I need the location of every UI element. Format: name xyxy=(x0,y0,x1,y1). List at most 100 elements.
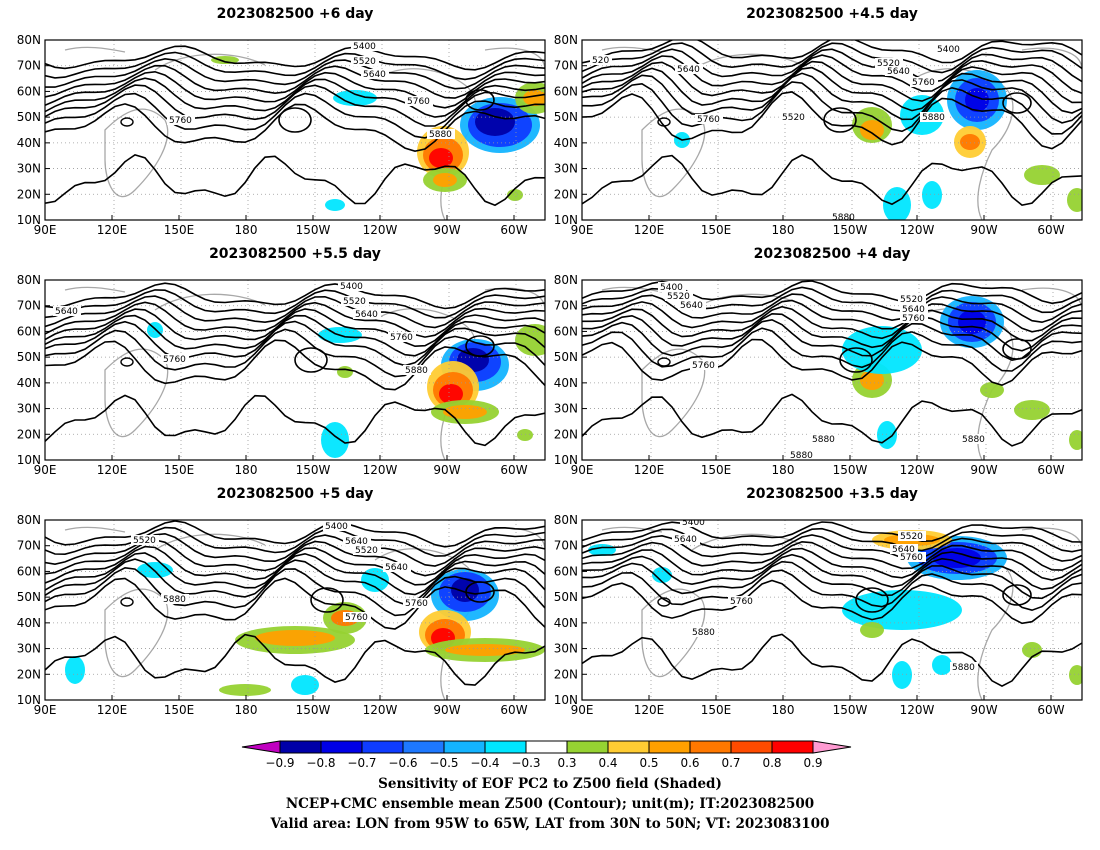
contour-label: 5880 xyxy=(790,451,813,461)
contour-label: 5760 xyxy=(902,314,925,324)
coastline xyxy=(641,588,706,678)
z500-contour xyxy=(45,545,545,586)
contour-label: 5760 xyxy=(730,597,753,607)
lat-tick-label: 20N xyxy=(17,667,41,681)
lon-tick-label: 90W xyxy=(433,703,460,717)
sensitivity-shading xyxy=(211,56,239,64)
contour-label-bg xyxy=(388,332,416,342)
lat-tick-label: 10N xyxy=(17,453,41,467)
contour-label: 520 xyxy=(592,56,609,66)
colorbar-arrow-left xyxy=(241,740,281,754)
lon-tick-label: 120W xyxy=(363,223,398,237)
coastline xyxy=(64,286,126,293)
caption-line-3: Valid area: LON from 95W to 65W, LAT fro… xyxy=(270,816,830,832)
lat-tick-label: 70N xyxy=(554,539,578,553)
contour-label: 5520 xyxy=(353,57,376,67)
contour-label-bg xyxy=(167,115,195,125)
z500-contour xyxy=(657,597,671,607)
panel-title: 2023082500 +5.5 day xyxy=(209,246,381,262)
z500-contour xyxy=(582,42,1082,74)
z500-contour xyxy=(45,70,545,109)
lon-tick-label: 60W xyxy=(500,463,527,477)
lat-tick-label: 30N xyxy=(17,162,41,176)
map-frame xyxy=(581,519,1083,701)
lat-tick-label: 10N xyxy=(17,213,41,227)
contour-label: 5400 xyxy=(353,42,376,52)
contour-label: 5880 xyxy=(962,435,985,445)
lon-tick-label: 150E xyxy=(701,463,732,477)
lon-tick-label: 150W xyxy=(296,223,331,237)
sensitivity-shading xyxy=(429,148,453,168)
coastline xyxy=(64,46,126,53)
lon-tick-label: 120W xyxy=(363,463,398,477)
contour-label-bg xyxy=(885,66,913,76)
z500-contour xyxy=(582,553,1082,591)
contour-label: 5520 xyxy=(667,292,690,302)
contour-label: 5640 xyxy=(363,70,386,80)
z500-contour xyxy=(120,597,134,607)
sensitivity-shading xyxy=(523,90,545,106)
colorbar-label: 0.8 xyxy=(762,756,781,770)
caption-line-2: NCEP+CMC ensemble mean Z500 (Contour); u… xyxy=(285,796,815,812)
z500-contour xyxy=(45,45,545,71)
lat-tick-label: 20N xyxy=(554,667,578,681)
z500-contour xyxy=(582,527,1082,553)
lon-tick-label: 90E xyxy=(571,703,594,717)
map-frame xyxy=(44,39,546,221)
contour-label: 5520 xyxy=(877,59,900,69)
z500-contour xyxy=(45,282,545,310)
contour-label: 5520 xyxy=(343,297,366,307)
sensitivity-shading xyxy=(1067,188,1082,212)
z500-contour xyxy=(582,521,1082,543)
z500-contour xyxy=(45,520,545,548)
lon-tick-label: 120E xyxy=(634,223,665,237)
z500-contour xyxy=(294,347,328,373)
contour-label-bg xyxy=(890,544,918,554)
z500-contour xyxy=(582,60,1082,104)
lat-tick-label: 50N xyxy=(17,350,41,364)
colorbar-label: −0.7 xyxy=(347,756,376,770)
lon-tick-label: 120W xyxy=(900,223,935,237)
lat-tick-label: 20N xyxy=(554,187,578,201)
z500-contour xyxy=(45,103,545,153)
contour-label: 5880 xyxy=(405,366,428,376)
sensitivity-shading xyxy=(842,590,962,630)
contour-label: 5520 xyxy=(782,113,805,123)
lon-tick-label: 60W xyxy=(500,703,527,717)
contour-label-bg xyxy=(830,212,858,220)
z500-contour xyxy=(582,540,1082,571)
z500-contour xyxy=(582,534,1082,562)
z500-contour xyxy=(657,117,671,127)
sensitivity-shading xyxy=(1024,165,1060,185)
contour-label-bg xyxy=(361,69,389,79)
lon-tick-label: 60W xyxy=(1037,223,1064,237)
z500-contour xyxy=(823,107,857,133)
z500-contour xyxy=(582,312,1082,352)
contour-label-bg xyxy=(343,536,371,546)
contour-label-bg xyxy=(343,612,371,622)
z500-contour xyxy=(45,57,545,90)
sensitivity-shading xyxy=(445,644,525,656)
contour-label: 5520 xyxy=(355,546,378,556)
z500-contour xyxy=(582,40,1082,64)
contour-label: 5640 xyxy=(680,301,703,311)
contour-label-bg xyxy=(875,58,903,68)
contour-label-bg xyxy=(383,562,411,572)
z500-contour xyxy=(45,558,545,606)
contour-label-bg xyxy=(353,309,381,319)
colorbar-label: −0.5 xyxy=(429,756,458,770)
contour-label-bg xyxy=(898,531,926,541)
panel-title: 2023082500 +4 day xyxy=(753,246,911,262)
map-frame xyxy=(581,279,1083,461)
lat-tick-label: 30N xyxy=(554,642,578,656)
lat-tick-label: 60N xyxy=(554,324,578,338)
z500-contour xyxy=(45,92,545,139)
sensitivity-shading xyxy=(475,108,515,136)
z500-contour xyxy=(45,633,545,686)
z500-contour xyxy=(45,526,545,557)
lon-tick-label: 120E xyxy=(97,703,128,717)
lat-tick-label: 70N xyxy=(17,539,41,553)
z500-contour xyxy=(582,305,1082,342)
